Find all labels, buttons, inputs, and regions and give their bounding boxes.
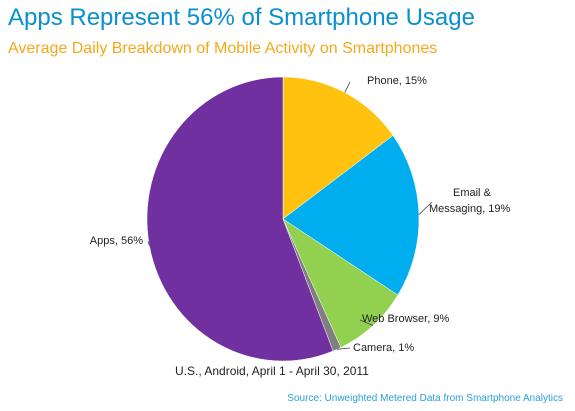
slice-label: Web Browser, 9% bbox=[362, 313, 449, 325]
pie-slice-apps bbox=[146, 76, 334, 362]
chart-title: Apps Represent 56% of Smartphone Usage bbox=[8, 4, 475, 31]
chart-subtitle: Average Daily Breakdown of Mobile Activi… bbox=[8, 40, 438, 57]
slice-label: Apps, 56% bbox=[90, 235, 143, 247]
leader-line bbox=[336, 347, 351, 350]
leader-line bbox=[147, 240, 150, 246]
slice-label: Phone, 15% bbox=[367, 75, 427, 87]
pie-slice-phone bbox=[282, 76, 394, 220]
chart-caption: U.S., Android, April 1 - April 30, 2011 bbox=[175, 364, 369, 378]
slice-label: Camera, 1% bbox=[353, 342, 414, 354]
source-note: Source: Unweighted Metered Data from Sma… bbox=[287, 393, 563, 404]
slice-label: Email & Messaging, 19% bbox=[429, 187, 511, 215]
leader-line bbox=[344, 81, 351, 93]
pie-slice-email-messaging bbox=[282, 135, 420, 296]
leader-line bbox=[418, 201, 433, 215]
leader-line bbox=[359, 319, 374, 326]
